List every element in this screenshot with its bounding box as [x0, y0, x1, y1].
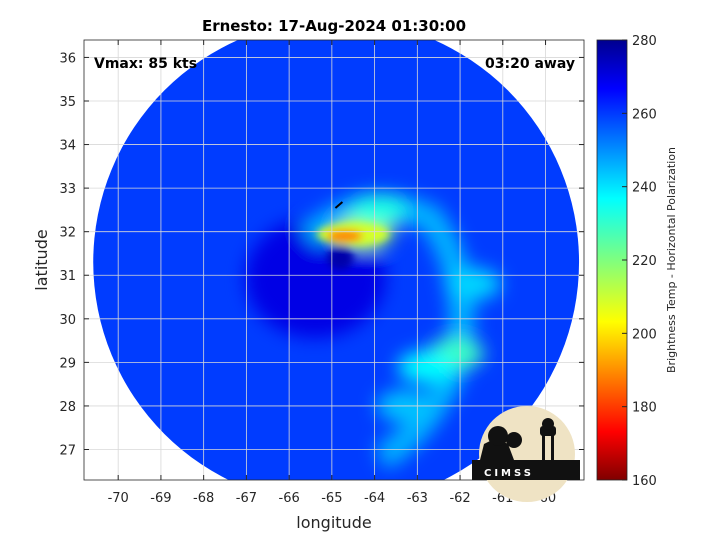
y-tick-label: 27	[59, 444, 76, 459]
brightness-temp-field	[93, 40, 580, 480]
vmax-annotation: Vmax: 85 kts	[94, 56, 197, 72]
y-tick-label: 35	[59, 95, 76, 110]
colorbar-tick-label: 180	[632, 401, 657, 416]
eyewall-core	[326, 230, 363, 243]
colorbar-label: Brightness Temp - Horizontal Polarizatio…	[665, 147, 678, 373]
y-ticks: 27 28 29 30 31 32 33 34 35 36	[59, 51, 584, 459]
x-tick-label: -63	[407, 491, 428, 506]
cold-cloud-region	[350, 193, 407, 226]
y-tick-label: 29	[59, 356, 76, 371]
cold-cloud-region	[397, 350, 454, 383]
colorbar-tick-label: 200	[632, 327, 657, 342]
x-ticks: -70 -69 -68 -67 -66 -65 -64 -63 -62 -61 -60	[108, 40, 556, 506]
x-tick-label: -65	[321, 491, 342, 506]
x-tick-label: -64	[364, 491, 385, 506]
colorbar-tick-label: 260	[632, 107, 657, 122]
grid-lines	[84, 40, 584, 480]
chart-title: Ernesto: 17-Aug-2024 01:30:00	[202, 17, 466, 35]
storm-eye	[327, 245, 354, 270]
x-tick-label: -70	[108, 491, 129, 506]
moat-region	[245, 217, 386, 338]
colorbar-ticks: 160 180 200 220 240 260 280	[622, 34, 657, 489]
cimss-logo: CIMSS	[472, 406, 580, 502]
x-tick-label: -68	[193, 491, 214, 506]
colorbar-tick-label: 220	[632, 254, 657, 269]
cold-cloud-region	[444, 267, 501, 300]
colorbar-tick-label: 280	[632, 34, 657, 49]
eyewall	[316, 223, 389, 270]
logo-text: CIMSS	[484, 468, 534, 479]
y-tick-label: 33	[59, 182, 76, 197]
y-axis-label: latitude	[32, 229, 51, 290]
colorbar-tick-label: 160	[632, 474, 657, 489]
swath-disk	[93, 40, 580, 480]
x-tick-label: -66	[279, 491, 300, 506]
y-tick-label: 34	[59, 139, 76, 154]
x-axis-label: longitude	[296, 513, 371, 532]
plot-frame	[83, 39, 585, 481]
x-tick-label: -69	[150, 491, 171, 506]
y-tick-label: 31	[59, 269, 76, 284]
y-tick-label: 36	[59, 51, 76, 66]
time-away-annotation: 03:20 away	[485, 56, 575, 72]
y-tick-label: 30	[59, 313, 76, 328]
x-tick-label: -67	[236, 491, 257, 506]
y-tick-label: 32	[59, 226, 76, 241]
x-tick-label: -62	[449, 491, 470, 506]
y-tick-label: 28	[59, 400, 76, 415]
motion-marker	[334, 201, 344, 209]
colorbar-tick-label: 240	[632, 181, 657, 196]
